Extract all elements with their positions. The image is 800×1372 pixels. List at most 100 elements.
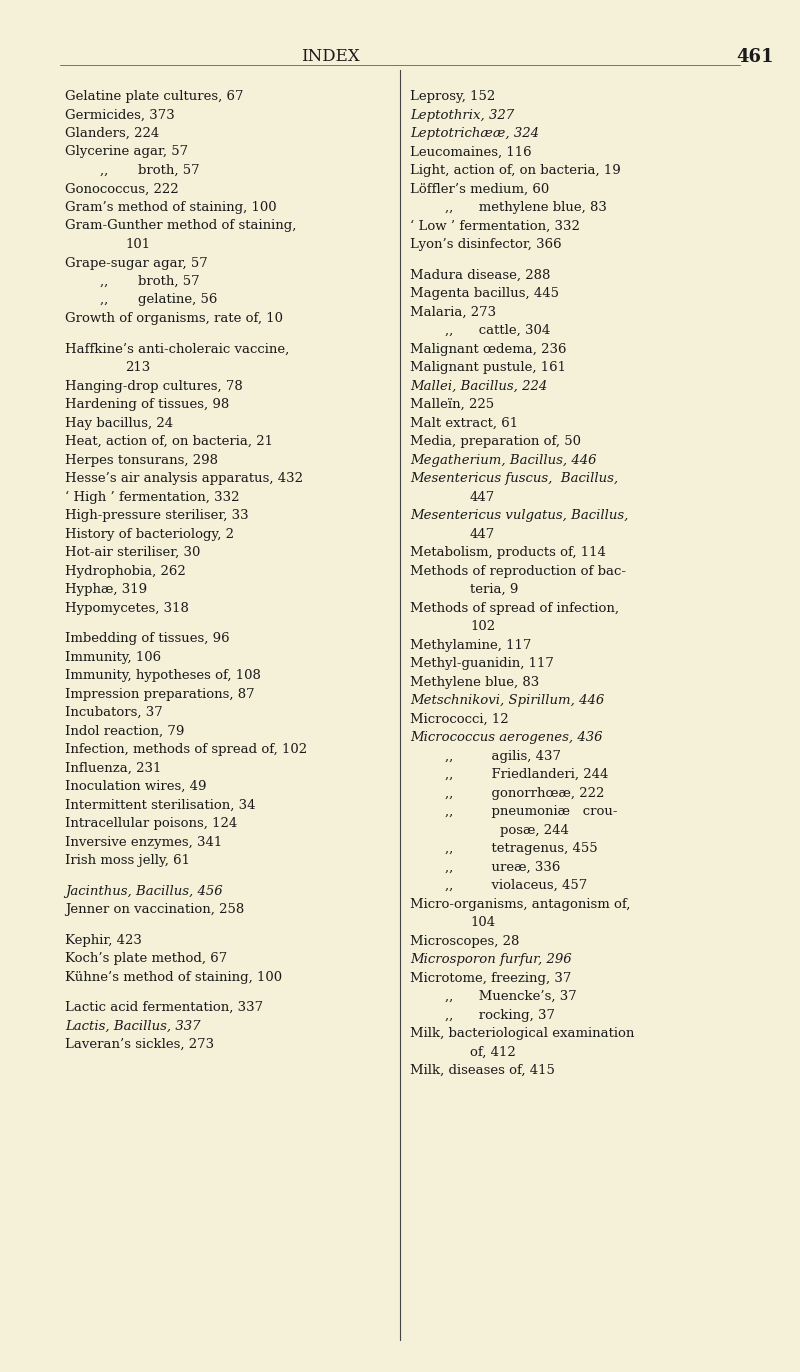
Text: Irish moss jelly, 61: Irish moss jelly, 61 (65, 853, 190, 867)
Text: teria, 9: teria, 9 (470, 583, 518, 595)
Text: Magenta bacillus, 445: Magenta bacillus, 445 (410, 287, 559, 300)
Text: ,,       broth, 57: ,, broth, 57 (100, 165, 200, 177)
Text: Malignant pustule, 161: Malignant pustule, 161 (410, 361, 566, 375)
Text: Malt extract, 61: Malt extract, 61 (410, 417, 518, 429)
Text: Kephir, 423: Kephir, 423 (65, 933, 142, 947)
Text: Hot-air steriliser, 30: Hot-air steriliser, 30 (65, 546, 200, 558)
Text: ,,      cattle, 304: ,, cattle, 304 (445, 324, 550, 338)
Text: Madura disease, 288: Madura disease, 288 (410, 269, 550, 281)
Text: Glycerine agar, 57: Glycerine agar, 57 (65, 145, 188, 159)
Text: Micro-organisms, antagonism of,: Micro-organisms, antagonism of, (410, 897, 630, 911)
Text: 461: 461 (736, 48, 774, 66)
Text: Leptothrix, 327: Leptothrix, 327 (410, 108, 514, 122)
Text: Germicides, 373: Germicides, 373 (65, 108, 174, 122)
Text: History of bacteriology, 2: History of bacteriology, 2 (65, 527, 234, 541)
Text: of, 412: of, 412 (470, 1045, 516, 1059)
Text: Malignant œdema, 236: Malignant œdema, 236 (410, 343, 566, 355)
Text: 104: 104 (470, 916, 495, 929)
Text: Microscopes, 28: Microscopes, 28 (410, 934, 519, 948)
Text: Micrococci, 12: Micrococci, 12 (410, 712, 509, 726)
Text: Media, preparation of, 50: Media, preparation of, 50 (410, 435, 581, 449)
Text: Koch’s plate method, 67: Koch’s plate method, 67 (65, 952, 227, 965)
Text: Jenner on vaccination, 258: Jenner on vaccination, 258 (65, 903, 244, 916)
Text: posæ, 244: posæ, 244 (500, 823, 569, 837)
Text: Leucomaines, 116: Leucomaines, 116 (410, 145, 532, 159)
Text: ,,      methylene blue, 83: ,, methylene blue, 83 (445, 202, 607, 214)
Text: Imbedding of tissues, 96: Imbedding of tissues, 96 (65, 632, 230, 645)
Text: ,,         pneumoniæ   crou-: ,, pneumoniæ crou- (445, 805, 618, 818)
Text: Grape-sugar agar, 57: Grape-sugar agar, 57 (65, 257, 208, 269)
Text: Jacinthus, Bacillus, 456: Jacinthus, Bacillus, 456 (65, 885, 222, 897)
Text: Indol reaction, 79: Indol reaction, 79 (65, 724, 184, 738)
Text: ,,      Muencke’s, 37: ,, Muencke’s, 37 (445, 991, 577, 1003)
Text: Herpes tonsurans, 298: Herpes tonsurans, 298 (65, 454, 218, 466)
Text: Inversive enzymes, 341: Inversive enzymes, 341 (65, 836, 222, 848)
Text: Hyphæ, 319: Hyphæ, 319 (65, 583, 147, 595)
Text: ‘ Low ’ fermentation, 332: ‘ Low ’ fermentation, 332 (410, 220, 580, 232)
Text: 101: 101 (125, 237, 150, 251)
Text: Hesse’s air analysis apparatus, 432: Hesse’s air analysis apparatus, 432 (65, 472, 303, 486)
Text: Lactic acid fermentation, 337: Lactic acid fermentation, 337 (65, 1002, 263, 1014)
Text: Microsporon furfur, 296: Microsporon furfur, 296 (410, 954, 572, 966)
Text: Lactis, Bacillus, 337: Lactis, Bacillus, 337 (65, 1019, 201, 1033)
Text: ,,         gonorrhœæ, 222: ,, gonorrhœæ, 222 (445, 786, 604, 800)
Text: Malleïn, 225: Malleïn, 225 (410, 398, 494, 412)
Text: Hay bacillus, 24: Hay bacillus, 24 (65, 417, 173, 429)
Text: Microtome, freezing, 37: Microtome, freezing, 37 (410, 971, 571, 985)
Text: ,,         agilis, 437: ,, agilis, 437 (445, 749, 561, 763)
Text: Intermittent sterilisation, 34: Intermittent sterilisation, 34 (65, 799, 255, 812)
Text: Laveran’s sickles, 273: Laveran’s sickles, 273 (65, 1039, 214, 1051)
Text: INDEX: INDEX (301, 48, 359, 64)
Text: Hardening of tissues, 98: Hardening of tissues, 98 (65, 398, 230, 412)
Text: Impression preparations, 87: Impression preparations, 87 (65, 687, 254, 701)
Text: 447: 447 (470, 527, 495, 541)
Text: Micrococcus aerogenes, 436: Micrococcus aerogenes, 436 (410, 731, 602, 744)
Text: Glanders, 224: Glanders, 224 (65, 128, 159, 140)
Text: Gonococcus, 222: Gonococcus, 222 (65, 182, 178, 195)
Text: ,,         violaceus, 457: ,, violaceus, 457 (445, 879, 587, 892)
Text: 447: 447 (470, 491, 495, 504)
Text: Mesentericus fuscus,  Bacillus,: Mesentericus fuscus, Bacillus, (410, 472, 618, 486)
Text: Leprosy, 152: Leprosy, 152 (410, 91, 495, 103)
Text: Incubators, 37: Incubators, 37 (65, 707, 162, 719)
Text: Gram-Gunther method of staining,: Gram-Gunther method of staining, (65, 220, 296, 232)
Text: Hypomycetes, 318: Hypomycetes, 318 (65, 601, 189, 615)
Text: Milk, diseases of, 415: Milk, diseases of, 415 (410, 1065, 555, 1077)
Text: ,,       broth, 57: ,, broth, 57 (100, 274, 200, 288)
Text: Light, action of, on bacteria, 19: Light, action of, on bacteria, 19 (410, 165, 621, 177)
Text: Kühne’s method of staining, 100: Kühne’s method of staining, 100 (65, 970, 282, 984)
Text: ,,       gelatine, 56: ,, gelatine, 56 (100, 294, 218, 306)
Text: Growth of organisms, rate of, 10: Growth of organisms, rate of, 10 (65, 311, 283, 325)
Text: Inoculation wires, 49: Inoculation wires, 49 (65, 781, 206, 793)
Text: ,,         Friedlanderi, 244: ,, Friedlanderi, 244 (445, 768, 608, 781)
Text: ,,         ureæ, 336: ,, ureæ, 336 (445, 860, 560, 874)
Text: Methyl-guanidin, 117: Methyl-guanidin, 117 (410, 657, 554, 670)
Text: Megatherium, Bacillus, 446: Megatherium, Bacillus, 446 (410, 454, 597, 466)
Text: ,,         tetragenus, 455: ,, tetragenus, 455 (445, 842, 598, 855)
Text: Lyon’s disinfector, 366: Lyon’s disinfector, 366 (410, 237, 562, 251)
Text: Leptotrichææ, 324: Leptotrichææ, 324 (410, 128, 539, 140)
Text: Mesentericus vulgatus, Bacillus,: Mesentericus vulgatus, Bacillus, (410, 509, 628, 521)
Text: Gelatine plate cultures, 67: Gelatine plate cultures, 67 (65, 91, 243, 103)
Text: Methylamine, 117: Methylamine, 117 (410, 638, 531, 652)
Text: Methylene blue, 83: Methylene blue, 83 (410, 675, 539, 689)
Text: Heat, action of, on bacteria, 21: Heat, action of, on bacteria, 21 (65, 435, 273, 449)
Text: Immunity, 106: Immunity, 106 (65, 650, 161, 664)
Text: 213: 213 (125, 361, 150, 375)
Text: ,,      rocking, 37: ,, rocking, 37 (445, 1008, 555, 1022)
Text: Immunity, hypotheses of, 108: Immunity, hypotheses of, 108 (65, 670, 261, 682)
Text: ‘ High ’ fermentation, 332: ‘ High ’ fermentation, 332 (65, 491, 239, 504)
Text: Metschnikovi, Spirillum, 446: Metschnikovi, Spirillum, 446 (410, 694, 604, 707)
Text: Methods of reproduction of bac-: Methods of reproduction of bac- (410, 564, 626, 578)
Text: Löffler’s medium, 60: Löffler’s medium, 60 (410, 182, 550, 195)
Text: 102: 102 (470, 620, 495, 632)
Text: Gram’s method of staining, 100: Gram’s method of staining, 100 (65, 202, 277, 214)
Text: Hanging-drop cultures, 78: Hanging-drop cultures, 78 (65, 380, 242, 392)
Text: Mallei, Bacillus, 224: Mallei, Bacillus, 224 (410, 380, 547, 392)
Text: Milk, bacteriological examination: Milk, bacteriological examination (410, 1028, 634, 1040)
Text: Methods of spread of infection,: Methods of spread of infection, (410, 601, 619, 615)
Text: Intracellular poisons, 124: Intracellular poisons, 124 (65, 818, 238, 830)
Text: High-pressure steriliser, 33: High-pressure steriliser, 33 (65, 509, 249, 521)
Text: Malaria, 273: Malaria, 273 (410, 306, 496, 318)
Text: Haffkine’s anti-choleraic vaccine,: Haffkine’s anti-choleraic vaccine, (65, 343, 290, 355)
